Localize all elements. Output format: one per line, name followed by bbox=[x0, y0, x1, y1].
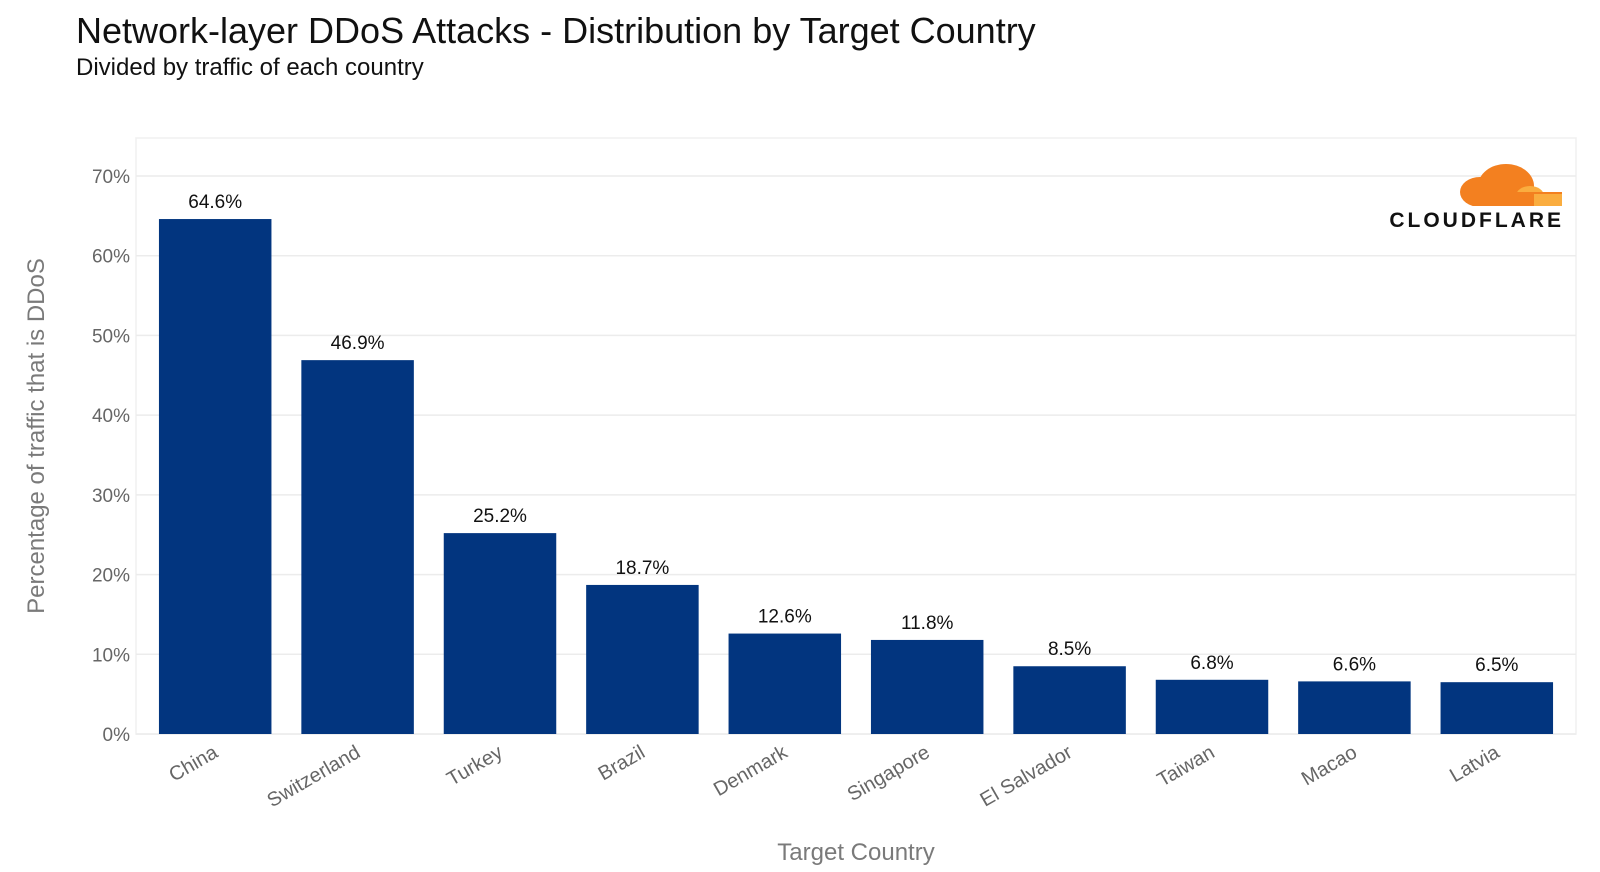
x-tick-label: Switzerland bbox=[264, 741, 365, 812]
cloudflare-logo: CLOUDFLARE bbox=[1389, 164, 1566, 232]
data-label: 6.6% bbox=[1333, 654, 1376, 675]
bar-el-salvador bbox=[1013, 666, 1126, 734]
x-tick-label: Brazil bbox=[595, 741, 649, 785]
data-label: 11.8% bbox=[901, 613, 954, 634]
data-label: 25.2% bbox=[473, 506, 527, 527]
x-tick-label: El Salvador bbox=[977, 741, 1077, 811]
bar-latvia bbox=[1440, 682, 1554, 734]
data-label: 64.6% bbox=[188, 192, 242, 213]
y-axis-title: Percentage of traffic that is DDoS bbox=[23, 258, 50, 614]
data-label: 12.6% bbox=[758, 607, 812, 628]
chart-title: Network-layer DDoS Attacks - Distributio… bbox=[76, 10, 1036, 51]
y-axis-ticks: 0% 10% 20% 30% 40% 50% 60% 70% bbox=[92, 167, 130, 746]
x-tick-label: Turkey bbox=[443, 741, 506, 790]
bar-macao bbox=[1298, 681, 1411, 734]
x-tick-label: China bbox=[165, 741, 222, 787]
x-tick-label: Latvia bbox=[1446, 741, 1504, 787]
data-labels: 64.6% 46.9% 25.2% 18.7% 12.6% 11.8% 8.5% 6.8% 6.… bbox=[188, 192, 1518, 676]
x-tick-label: Singapore bbox=[844, 741, 934, 806]
y-tick-label: 0% bbox=[103, 725, 131, 746]
cloud-icon bbox=[1460, 164, 1566, 212]
chart-subtitle: Divided by traffic of each country bbox=[76, 54, 424, 81]
y-tick-label: 30% bbox=[92, 486, 130, 507]
y-tick-label: 70% bbox=[92, 167, 130, 188]
bar-china bbox=[158, 219, 272, 734]
y-tick-label: 40% bbox=[92, 406, 130, 427]
bar-singapore bbox=[870, 639, 984, 734]
data-label: 8.5% bbox=[1048, 639, 1091, 660]
bar-switzerland bbox=[301, 360, 414, 734]
x-tick-label: Taiwan bbox=[1154, 741, 1219, 791]
data-label: 46.9% bbox=[331, 333, 385, 354]
bars bbox=[158, 219, 1554, 734]
cloudflare-wordmark: CLOUDFLARE bbox=[1389, 209, 1564, 232]
x-axis-title: Target Country bbox=[777, 839, 934, 866]
bar-denmark bbox=[728, 633, 842, 734]
bar-taiwan bbox=[1155, 679, 1269, 734]
y-tick-label: 60% bbox=[92, 247, 130, 268]
x-axis-ticks: China Switzerland Turkey Brazil Denmark Singa… bbox=[165, 741, 1504, 812]
data-label: 18.7% bbox=[615, 558, 669, 579]
y-tick-label: 10% bbox=[92, 645, 130, 666]
y-tick-label: 50% bbox=[92, 326, 130, 347]
data-label: 6.5% bbox=[1475, 655, 1518, 676]
x-tick-label: Denmark bbox=[710, 741, 792, 801]
y-tick-label: 20% bbox=[92, 566, 130, 587]
bar-turkey bbox=[443, 533, 557, 734]
bar-brazil bbox=[586, 584, 699, 734]
x-tick-label: Macao bbox=[1298, 741, 1361, 790]
data-label: 6.8% bbox=[1190, 653, 1233, 674]
